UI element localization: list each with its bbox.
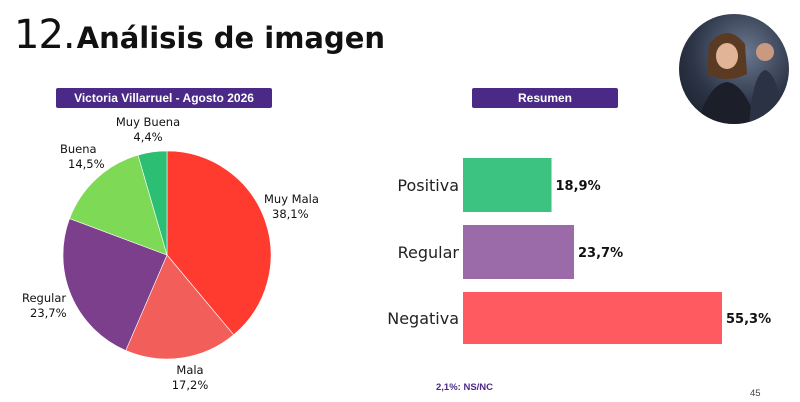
pie-label-name: Regular xyxy=(22,291,66,305)
pie-label-value: 17,2% xyxy=(172,378,209,392)
page-number: 45 xyxy=(750,388,761,399)
bar-value-label: 55,3% xyxy=(726,312,771,327)
pie-label-value: 4,4% xyxy=(133,130,162,144)
pie-slice-muy-mala xyxy=(166,150,272,336)
bar-category-label: Regular xyxy=(398,243,460,262)
footnote-nsnc: 2,1%: NS/NC xyxy=(436,382,494,393)
bar-value-label: 18,9% xyxy=(556,179,601,194)
title-number: 12. xyxy=(14,12,76,58)
avatar xyxy=(679,14,789,124)
chart-title-pill: Victoria Villarruel - Agosto 2026 xyxy=(56,88,272,108)
bar-chart: Positiva 18,9% Regular 23,7% Negativa 55,3% xyxy=(387,158,771,344)
pie-slice-buena xyxy=(69,154,168,256)
title-text: Análisis de imagen xyxy=(76,21,386,55)
bar-positiva xyxy=(463,158,552,212)
portrait-photo xyxy=(697,33,783,124)
summary-title-pill: Resumen xyxy=(472,88,618,108)
pie-label-value: 14,5% xyxy=(68,157,105,171)
bar-regular xyxy=(463,225,574,279)
pie-label-name: Muy Buena xyxy=(116,115,180,129)
pie-label-value: 23,7% xyxy=(30,306,67,320)
bar-category-label: Positiva xyxy=(397,176,459,195)
pie-label-name: Buena xyxy=(60,142,97,156)
pie-label-name: Muy Mala xyxy=(264,192,319,206)
pie-slice-muy-buena xyxy=(137,150,168,256)
page-title: 12. Análisis de imagen xyxy=(14,12,385,62)
pie-label-value: 38,1% xyxy=(272,207,309,221)
bar-category-label: Negativa xyxy=(387,309,459,328)
pie-slice-mala xyxy=(125,254,235,360)
pie-slice-regular xyxy=(62,218,168,351)
bar-negativa xyxy=(463,292,722,344)
pie-chart xyxy=(62,150,272,360)
pie-label-name: Mala xyxy=(176,363,203,377)
bar-value-label: 23,7% xyxy=(578,246,623,261)
